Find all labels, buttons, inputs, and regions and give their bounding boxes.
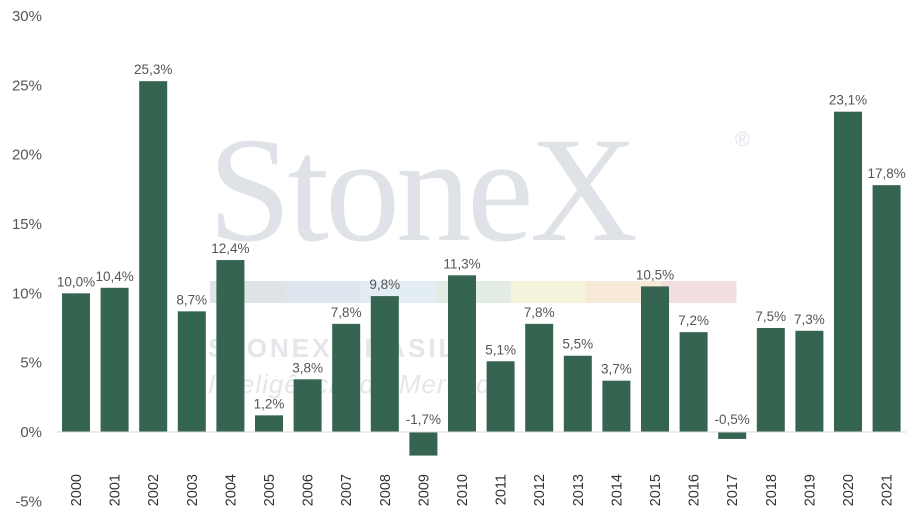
x-tick-label-2012: 2012 bbox=[532, 474, 548, 506]
bar-2001 bbox=[100, 287, 129, 432]
y-tick-label: 15% bbox=[12, 216, 42, 233]
data-label-2009: -1,7% bbox=[406, 412, 441, 427]
x-tick-label-2005: 2005 bbox=[262, 474, 278, 506]
y-axis: 30% 25% 20% 15% 10% 5% 0% -5% bbox=[12, 8, 42, 510]
watermark-brand: StoneX bbox=[208, 107, 636, 273]
bar-2007 bbox=[332, 323, 361, 432]
x-tick-label-2017: 2017 bbox=[725, 474, 741, 506]
data-label-2020: 23,1% bbox=[829, 93, 867, 108]
x-tick-label-2002: 2002 bbox=[146, 474, 162, 506]
data-label-2008: 9,8% bbox=[369, 277, 400, 292]
bar-2020 bbox=[834, 111, 862, 433]
y-tick-label: 20% bbox=[12, 147, 42, 164]
data-label-2002: 25,3% bbox=[134, 62, 172, 77]
bar-2021 bbox=[872, 185, 901, 432]
x-tick-label-2015: 2015 bbox=[648, 474, 664, 506]
x-tick-label-2010: 2010 bbox=[455, 474, 471, 506]
x-tick-label-2009: 2009 bbox=[416, 474, 432, 506]
x-tick-label-2016: 2016 bbox=[687, 474, 703, 506]
x-tick-label-2004: 2004 bbox=[223, 474, 239, 506]
data-label-2014: 3,7% bbox=[601, 362, 632, 377]
x-tick-label-2008: 2008 bbox=[378, 474, 394, 506]
bar-2019 bbox=[795, 330, 824, 432]
data-label-2012: 7,8% bbox=[524, 305, 555, 320]
bar-2010 bbox=[448, 275, 476, 432]
x-tick-label-2007: 2007 bbox=[339, 474, 355, 506]
y-tick-label: 10% bbox=[12, 285, 42, 302]
bar-2012 bbox=[525, 323, 554, 432]
x-tick-label-2018: 2018 bbox=[764, 474, 780, 506]
x-tick-label-2003: 2003 bbox=[185, 474, 201, 506]
data-label-2007: 7,8% bbox=[331, 305, 362, 320]
x-axis: 2000 2001 2002 2003 2004 2005 2006 2007 2008 2009… bbox=[69, 474, 896, 506]
bar-2003 bbox=[177, 311, 206, 432]
data-label-2010: 11,3% bbox=[443, 256, 480, 271]
data-label-2021: 17,8% bbox=[867, 166, 905, 181]
data-label-2006: 3,8% bbox=[292, 360, 323, 375]
y-tick-label: 0% bbox=[20, 424, 42, 441]
data-labels: 10,0% 10,4% 25,3% 8,7% 12,4% 1,2% 3,8% 7,8% 9,8%… bbox=[57, 62, 906, 427]
x-tick-label-2006: 2006 bbox=[301, 474, 317, 506]
data-label-2001: 10,4% bbox=[95, 269, 133, 284]
bar-2017 bbox=[718, 432, 747, 439]
data-label-2016: 7,2% bbox=[678, 313, 709, 328]
y-tick-label: 25% bbox=[12, 77, 42, 94]
data-label-2000: 10,0% bbox=[57, 274, 95, 289]
bar-2013 bbox=[563, 355, 592, 432]
x-tick-label-2020: 2020 bbox=[841, 474, 857, 506]
data-label-2019: 7,3% bbox=[794, 312, 825, 327]
data-label-2018: 7,5% bbox=[755, 309, 786, 324]
watermark-line1: STONEX BRASIL bbox=[208, 333, 457, 363]
bar-2016 bbox=[679, 332, 708, 432]
bar-2005 bbox=[255, 415, 283, 432]
watermark-registered-mark: ® bbox=[735, 129, 750, 151]
y-tick-label: 30% bbox=[12, 8, 42, 25]
x-tick-label-2013: 2013 bbox=[571, 474, 587, 506]
watermark-stripe-segment bbox=[660, 281, 737, 303]
y-tick-label: -5% bbox=[15, 493, 42, 510]
bar-2006 bbox=[293, 379, 322, 432]
x-tick-label-2014: 2014 bbox=[609, 474, 625, 506]
bar-2000 bbox=[62, 293, 90, 432]
watermark-stripe-segment bbox=[510, 281, 587, 303]
data-label-2004: 12,4% bbox=[211, 241, 249, 256]
x-tick-label-2021: 2021 bbox=[880, 474, 896, 506]
data-label-2013: 5,5% bbox=[562, 337, 593, 352]
bars bbox=[62, 81, 901, 456]
x-tick-label-2001: 2001 bbox=[108, 474, 124, 506]
x-tick-label-2019: 2019 bbox=[802, 474, 818, 506]
bar-2004 bbox=[216, 260, 245, 432]
bar-2009 bbox=[409, 432, 438, 456]
data-label-2017: -0,5% bbox=[715, 412, 750, 427]
data-label-2003: 8,7% bbox=[176, 292, 207, 307]
bar-2011 bbox=[486, 361, 515, 432]
bar-2014 bbox=[602, 380, 631, 432]
data-label-2015: 10,5% bbox=[636, 267, 674, 282]
y-tick-label: 5% bbox=[20, 355, 42, 372]
x-tick-label-2000: 2000 bbox=[69, 474, 85, 506]
watermark-stripe-segment bbox=[285, 281, 361, 303]
x-tick-label-2011: 2011 bbox=[494, 474, 510, 505]
bar-2008 bbox=[370, 296, 399, 432]
bar-2018 bbox=[756, 328, 785, 432]
data-label-2011: 5,1% bbox=[485, 342, 516, 357]
bar-2002 bbox=[139, 81, 168, 432]
data-label-2005: 1,2% bbox=[254, 396, 285, 411]
bar-2015 bbox=[641, 286, 669, 432]
